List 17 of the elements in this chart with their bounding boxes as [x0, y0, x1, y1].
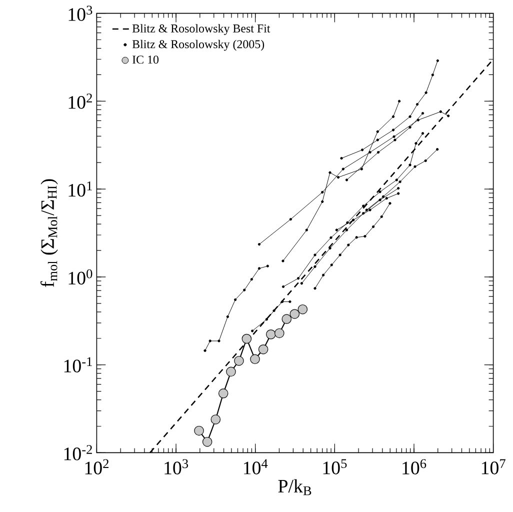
- x-tick-label: 10$^{5}$: [323, 459, 347, 474]
- x-tick-label: 10$^{3}$: [164, 459, 188, 474]
- y-tick-label: 10$^{2}$: [68, 94, 92, 109]
- y-tick-label: 10$^{0}$: [68, 269, 92, 285]
- x-axis-title: P/k$_{B}$: [278, 479, 312, 496]
- legend-label: IC 10: [132, 56, 159, 64]
- y-tick-label: 10$^{1}$: [68, 181, 92, 197]
- x-tick-label: 10$^{2}$: [85, 459, 108, 474]
- y-axis-title: f$_{mol}$ (Σ$_{Mol}$/Σ$_{HI}$): [40, 179, 58, 287]
- legend-label: Blitz & Rosolowsky (2005): [132, 40, 264, 51]
- legend-label: Blitz & Rosolowsky Best Fit: [132, 24, 270, 35]
- x-tick-label: 10$^{6}$: [402, 459, 426, 474]
- y-tick-label: 10$^{3}$: [68, 6, 92, 21]
- x-tick-label: 10$^{7}$: [482, 459, 506, 474]
- x-tick-label: 10$^{4}$: [244, 459, 268, 474]
- y-tick-label: 10$^{-2}$: [64, 445, 92, 460]
- y-tick-label: 10$^{-1}$: [64, 357, 92, 372]
